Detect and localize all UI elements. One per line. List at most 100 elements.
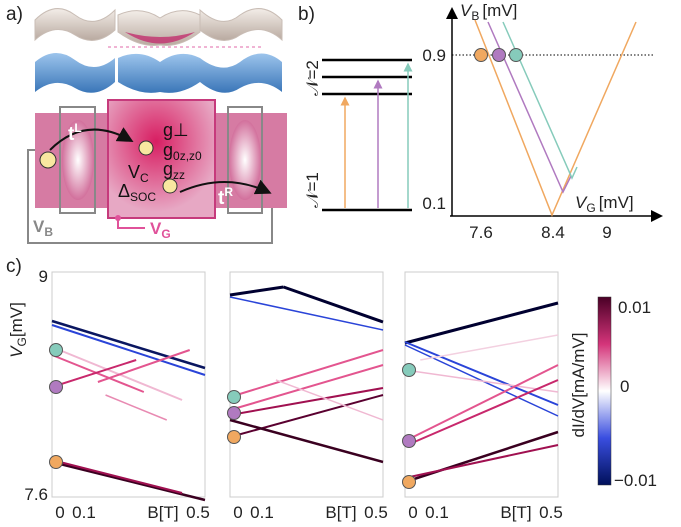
transition-line: [105, 394, 168, 421]
plot-frame: [51, 271, 206, 498]
surfaces: [34, 8, 283, 93]
well: [125, 32, 195, 44]
colorbar: [597, 296, 612, 486]
y-tick-label: 7.6: [24, 485, 48, 504]
tunnel-arrow: [49, 127, 134, 151]
transition-line: [51, 319, 206, 370]
transition-line: [229, 387, 384, 416]
x-axis-label: VG [mV]: [575, 193, 634, 215]
transition-line: [404, 364, 559, 442]
electron: [39, 151, 57, 169]
level-label: 𝒩=1: [303, 172, 322, 208]
transition-line: [420, 334, 559, 361]
barrier-box: [59, 106, 96, 214]
marker: [227, 390, 241, 404]
transition-line: [229, 394, 384, 438]
marker: [49, 380, 63, 394]
x-tick-label: 0.1: [250, 503, 274, 522]
subplot: 0 0.1 B[T] 0.5: [49, 271, 210, 522]
transition-line: [97, 349, 191, 383]
surface: [200, 53, 282, 93]
y-axis-label: VG[mV]: [7, 302, 29, 358]
subplot: 0 0.1 B[T] 0.5: [402, 271, 563, 522]
x-tick-label: 0.1: [72, 503, 96, 522]
hopping-left: tL: [68, 121, 82, 145]
marker: [227, 430, 241, 444]
transition-line: [404, 301, 559, 345]
gate-label: VG: [150, 219, 171, 241]
x-tick-label: 8.4: [541, 223, 565, 242]
surface: [118, 53, 200, 93]
plot-frame: [229, 271, 384, 498]
marker: [492, 48, 506, 62]
transition-line: [229, 364, 384, 411]
v-c: VC: [128, 162, 149, 185]
surface: [35, 52, 115, 93]
transition-line: [229, 418, 384, 464]
g-perp: g⊥: [163, 120, 189, 140]
surface: [199, 8, 283, 42]
transition-line: [51, 354, 145, 393]
x-tick-label: 0: [55, 503, 64, 522]
x-tick-label: 0.5: [539, 503, 563, 522]
x-tick-label: 0.1: [425, 503, 449, 522]
transition-line: [404, 341, 559, 406]
diamond-edge: [487, 21, 572, 194]
marker: [49, 343, 63, 357]
diamond-edge: [474, 19, 637, 217]
transition-line: [229, 296, 384, 331]
marker: [402, 363, 416, 377]
transition-line: [51, 324, 206, 376]
transition-line: [404, 444, 559, 479]
g-0: g0z,z0: [163, 140, 202, 163]
hopping-right: tR: [218, 185, 233, 209]
panel-label: b): [298, 4, 315, 25]
g-zz: gzz: [163, 159, 185, 182]
colorbar-label: dI/dV[mA/mV]: [569, 333, 588, 438]
x-tick-label: 0: [233, 503, 242, 522]
transition-line: [51, 460, 206, 502]
lead-glow: [229, 120, 261, 200]
transition-line: [283, 285, 384, 324]
x-axis-label: B[T]: [500, 503, 531, 522]
levels: [322, 58, 412, 212]
colorbar-tick: −0.01: [614, 471, 657, 490]
transition-line: [51, 346, 183, 401]
transition-line: [229, 349, 384, 398]
plot-frame: [404, 271, 559, 498]
colorbar-tick: 0: [620, 377, 629, 396]
transition-line: [51, 359, 137, 388]
transition-line: [275, 379, 384, 421]
marker: [49, 455, 63, 469]
x-tick-label: 0.5: [186, 503, 210, 522]
transition-line: [51, 459, 183, 494]
x-axis-label: B[T]: [325, 503, 356, 522]
marker: [509, 48, 523, 62]
panel-label: c): [6, 256, 22, 277]
x-tick-label: 7.6: [469, 223, 493, 242]
subplots: 0 0.1 B[T] 0.5 0 0.1 B[T] 0.5 0 0.1 B[T] 0.5: [49, 271, 563, 522]
y-tick-label: 0.1: [422, 194, 446, 213]
gate-wire: [117, 218, 145, 229]
x-tick-label: 0: [408, 503, 417, 522]
transition-line: [229, 285, 284, 297]
transition-line: [404, 379, 559, 447]
dot-box: [107, 99, 216, 219]
x-axis-label: B[T]: [147, 503, 178, 522]
electron: [138, 140, 154, 156]
gate-node: [115, 215, 121, 221]
y-tick-label: 0.9: [422, 46, 446, 65]
delta-soc: ΔSOC: [118, 181, 156, 204]
lead-glow: [62, 120, 94, 200]
x-tick-label: 9: [602, 223, 611, 242]
barrier-box: [227, 106, 263, 214]
device: [27, 99, 287, 244]
panel-label: a): [6, 4, 23, 25]
y-tick-label: 9: [39, 267, 48, 286]
level-label: 𝒩=2: [303, 60, 322, 96]
y-axis-label: VB [mV]: [460, 1, 517, 23]
surface: [34, 8, 116, 42]
marker: [227, 406, 241, 420]
bias-label: VB: [33, 217, 53, 239]
